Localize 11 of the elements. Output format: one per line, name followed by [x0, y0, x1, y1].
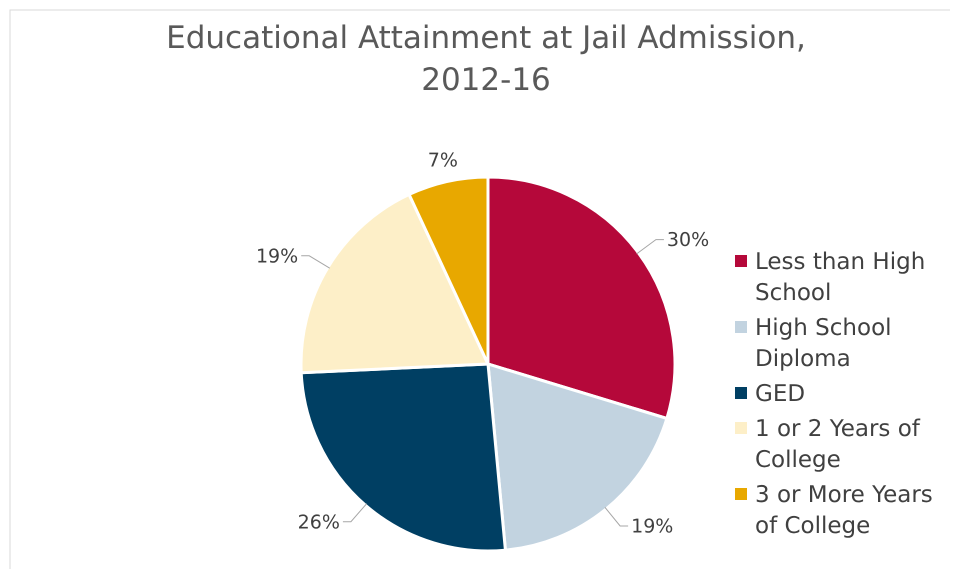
legend-label: GED: [755, 381, 806, 408]
legend-label: 3 or More Years of College: [755, 482, 933, 540]
data-label: 26%: [298, 511, 340, 534]
data-label: 7%: [428, 150, 458, 172]
data-label: 19%: [256, 245, 298, 268]
legend-label: High School Diploma: [755, 315, 892, 372]
data-label: 30%: [666, 229, 710, 252]
legend-label: Less than High School: [755, 249, 926, 306]
chart-title: Educational Attainment at Jail Admission, 2012-16: [166, 20, 806, 98]
data-label: 19%: [631, 516, 674, 538]
legend-label: 1 or 2 Years of College: [755, 416, 921, 474]
